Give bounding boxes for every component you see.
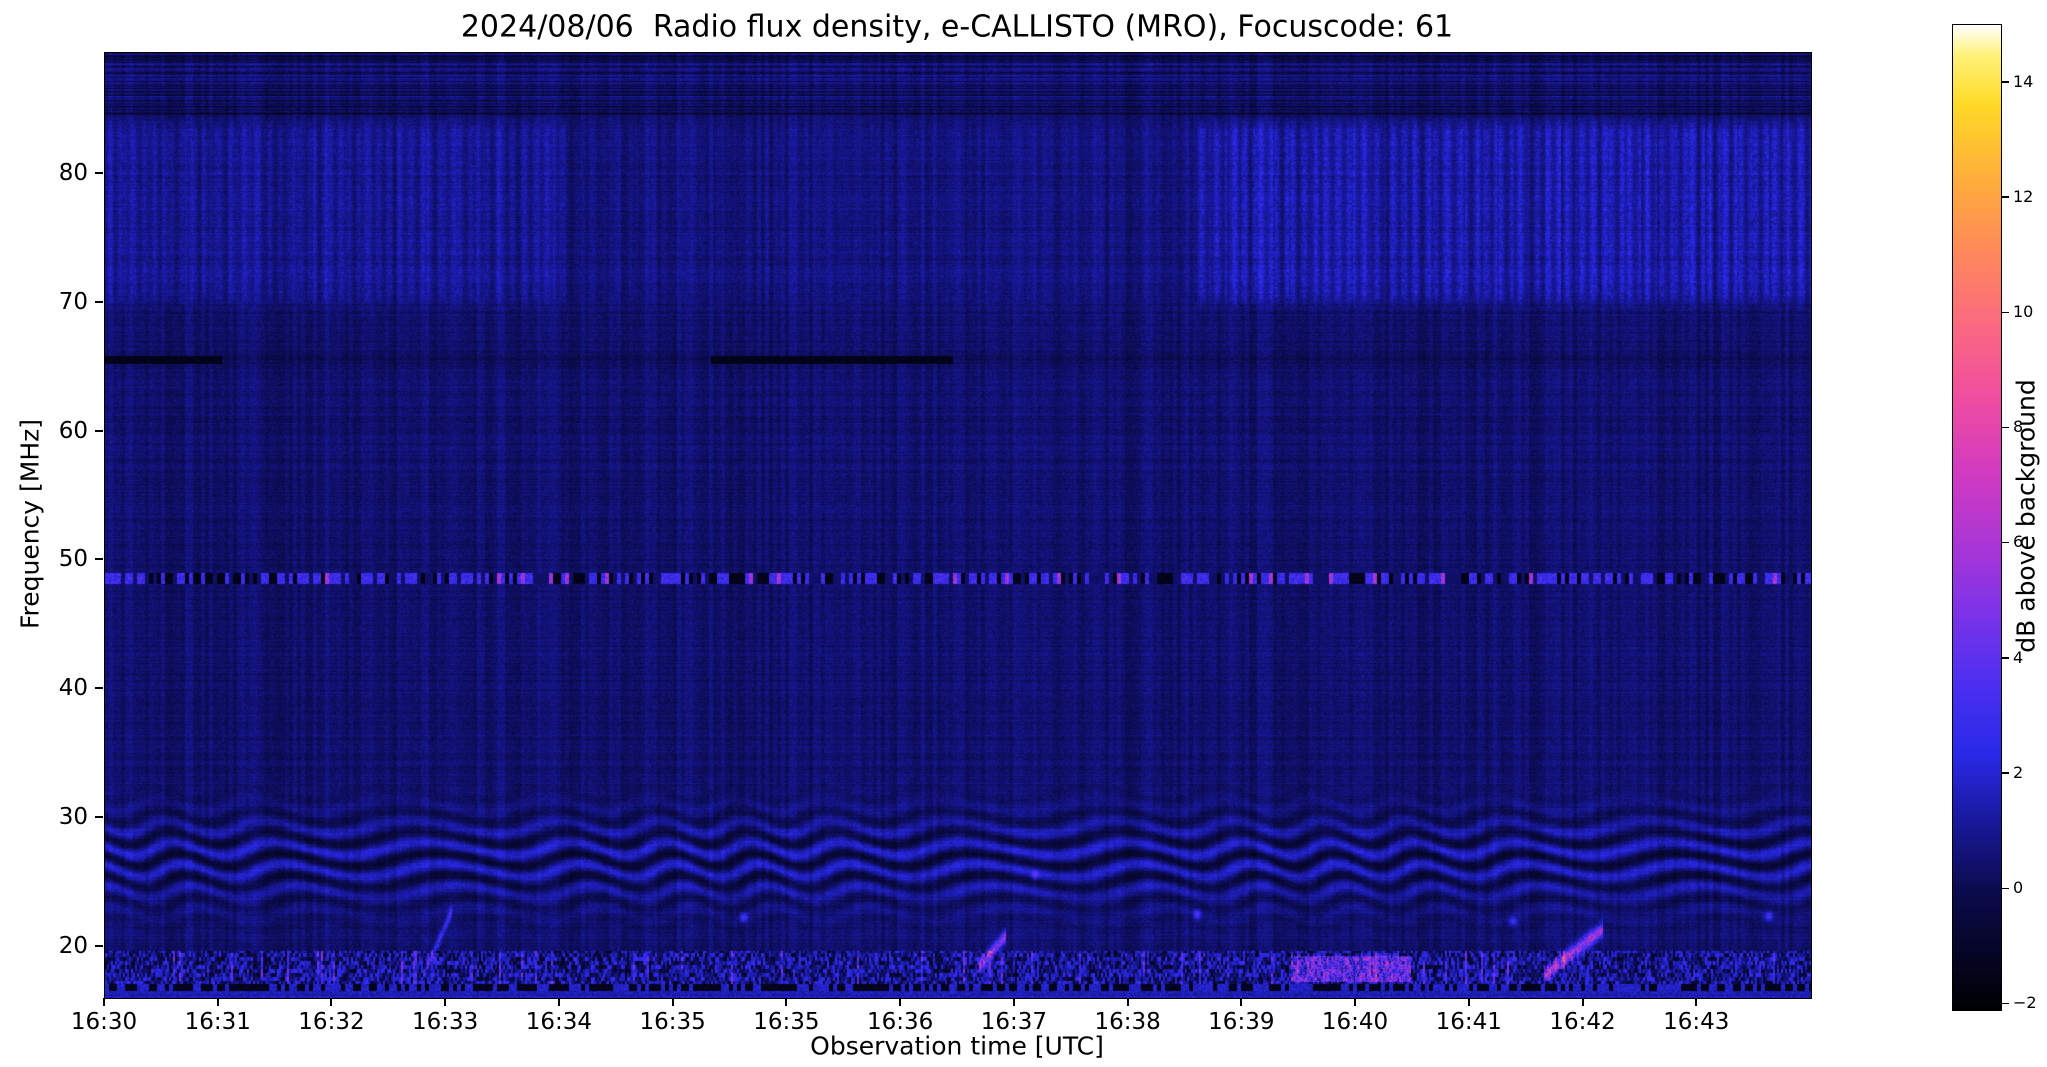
x-tick-mark [557,998,560,1006]
x-tick-label: 16:37 [980,1009,1047,1035]
y-tick-label: 40 [58,675,88,701]
x-tick-label: 16:40 [1321,1009,1389,1035]
x-tick-mark [671,998,674,1006]
x-tick-label: 16:33 [412,1009,479,1035]
y-tick-mark [95,558,103,561]
y-tick-mark [95,687,103,689]
x-tick-label: 16:35 [639,1009,706,1035]
y-tick-label: 50 [58,546,88,573]
colorbar-canvas [1953,25,2001,1010]
x-axis-label: Observation time [UTC] [810,1031,1104,1061]
x-tick-mark [1126,998,1129,1006]
y-tick-mark [95,944,103,947]
colorbar-tick-mark [2002,887,2009,890]
y-tick-label: 30 [58,803,88,830]
x-tick-mark [1354,998,1357,1006]
colorbar-tick-label: 8 [2013,417,2024,437]
x-tick-mark [216,998,219,1006]
x-tick-mark [103,998,105,1006]
y-tick-label: 60 [58,417,88,444]
x-tick-mark [1695,998,1698,1006]
x-tick-label: 16:39 [1208,1009,1275,1035]
y-tick-mark [95,172,103,175]
plot-area [104,52,1812,999]
x-tick-mark [330,998,333,1006]
x-tick-mark [785,998,788,1006]
x-tick-label: 16:42 [1549,1009,1616,1035]
colorbar-tick-label: 0 [2013,878,2024,898]
colorbar-tick-mark [2002,311,2009,313]
colorbar-tick-label: 14 [2013,71,2034,91]
y-tick-label: 70 [58,288,88,315]
x-tick-label: 16:41 [1435,1009,1502,1035]
spectrogram-canvas [105,53,1811,998]
x-tick-mark [1012,998,1015,1006]
x-tick-mark [1240,998,1243,1006]
colorbar-tick-mark [2002,541,2009,544]
y-tick-mark [95,429,103,432]
colorbar-tick-mark [2002,772,2009,774]
y-tick-mark [95,300,103,303]
x-tick-label: 16:43 [1663,1009,1730,1035]
colorbar-tick-label: 10 [2013,302,2034,321]
y-axis-label: Frequency [MHz] [15,418,45,630]
x-tick-label: 16:30 [70,1009,138,1035]
x-tick-mark [899,998,902,1006]
colorbar-tick-mark [2002,81,2009,83]
y-tick-label: 80 [58,160,88,187]
colorbar-tick-label: 12 [2013,186,2034,206]
y-tick-label: 20 [58,932,88,959]
y-tick-mark [95,815,103,818]
colorbar-tick-mark [2002,196,2009,198]
colorbar-tick-label: −2 [2013,993,2037,1013]
x-tick-label: 16:35 [753,1009,820,1035]
colorbar-tick-label: 2 [2013,762,2024,782]
x-tick-mark [1467,998,1470,1006]
chart-title: 2024/08/06 Radio flux density, e-CALLIST… [460,9,1454,45]
x-tick-mark [1581,998,1584,1006]
colorbar-tick-mark [2002,1002,2009,1005]
x-tick-mark [444,998,447,1006]
colorbar-tick-mark [2002,657,2009,659]
colorbar-tick-label: 6 [2013,532,2024,552]
x-tick-label: 16:38 [1094,1009,1161,1035]
colorbar-tick-mark [2002,426,2009,429]
colorbar-tick-label: 4 [2013,647,2024,667]
x-tick-label: 16:34 [525,1009,593,1035]
x-tick-label: 16:36 [866,1009,934,1035]
colorbar [1952,24,2002,1011]
x-tick-label: 16:32 [298,1009,365,1035]
x-tick-label: 16:31 [184,1009,251,1035]
